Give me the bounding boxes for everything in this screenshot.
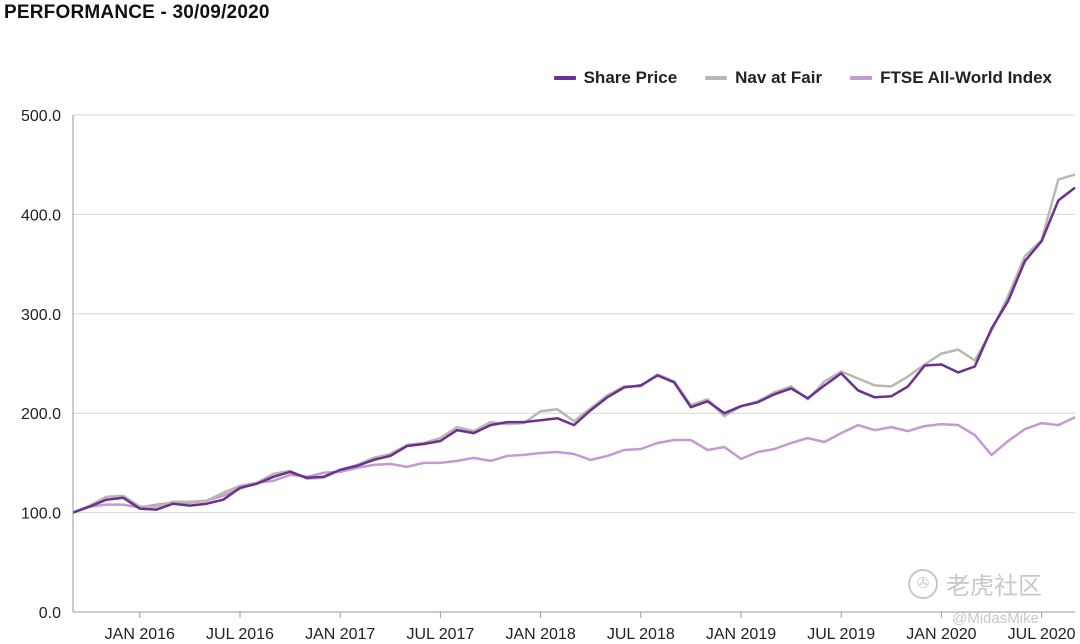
series-line-nav-at-fair xyxy=(72,173,1076,514)
watermark: ✇ 老虎社区 xyxy=(908,566,1042,601)
x-tick-label: JAN 2020 xyxy=(906,626,976,643)
x-tick-label: JUL 2020 xyxy=(1008,626,1076,643)
x-tick-label: JUL 2019 xyxy=(807,626,875,643)
y-tick-label: 500.0 xyxy=(21,108,61,125)
x-tick-label: JAN 2019 xyxy=(706,626,776,643)
page-title: PERFORMANCE - 30/09/2020 xyxy=(4,2,270,23)
y-tick-label: 200.0 xyxy=(21,406,61,423)
y-tick-label: 300.0 xyxy=(21,307,61,324)
x-tick-label: JUL 2017 xyxy=(406,626,474,643)
x-tick-label: JAN 2018 xyxy=(505,626,575,643)
legend-item-ftse-all-world[interactable]: FTSE All-World Index xyxy=(850,68,1052,88)
y-tick-label: 400.0 xyxy=(21,207,61,224)
x-tick-label: JUL 2016 xyxy=(206,626,274,643)
watermark-handle: @MidasMike xyxy=(952,610,1039,627)
legend-swatch-share-price xyxy=(553,76,576,80)
x-tick-label: JAN 2017 xyxy=(305,626,375,643)
chart-legend: Share Price Nav at Fair FTSE All-World I… xyxy=(526,68,1052,88)
legend-label-ftse-all-world: FTSE All-World Index xyxy=(880,68,1052,87)
tiger-community-logo-icon: ✇ xyxy=(908,568,938,599)
series-lines xyxy=(72,173,1076,514)
y-tick-label: 100.0 xyxy=(21,506,61,523)
x-tick-label: JAN 2016 xyxy=(105,626,175,643)
grid-lines xyxy=(73,114,1075,613)
legend-label-nav-at-fair: Nav at Fair xyxy=(735,68,823,87)
x-tick-label: JUL 2018 xyxy=(607,626,675,643)
legend-item-nav-at-fair[interactable]: Nav at Fair xyxy=(705,68,822,88)
y-tick-label: 0.0 xyxy=(39,605,61,622)
legend-label-share-price: Share Price xyxy=(583,68,678,87)
x-axis-tick-labels: JAN 2016 JUL 2016 JAN 2017 JUL 2017 JAN 2018… xyxy=(105,612,1076,643)
legend-item-share-price[interactable]: Share Price xyxy=(553,68,678,88)
watermark-brand: 老虎社区 xyxy=(946,573,1042,600)
y-axis-tick-labels: 0.0 100.0 200.0 300.0 400.0 500.0 xyxy=(21,108,61,622)
series-line-share-price xyxy=(72,186,1076,514)
legend-swatch-ftse-all-world xyxy=(850,76,873,80)
legend-swatch-nav-at-fair xyxy=(705,76,728,80)
